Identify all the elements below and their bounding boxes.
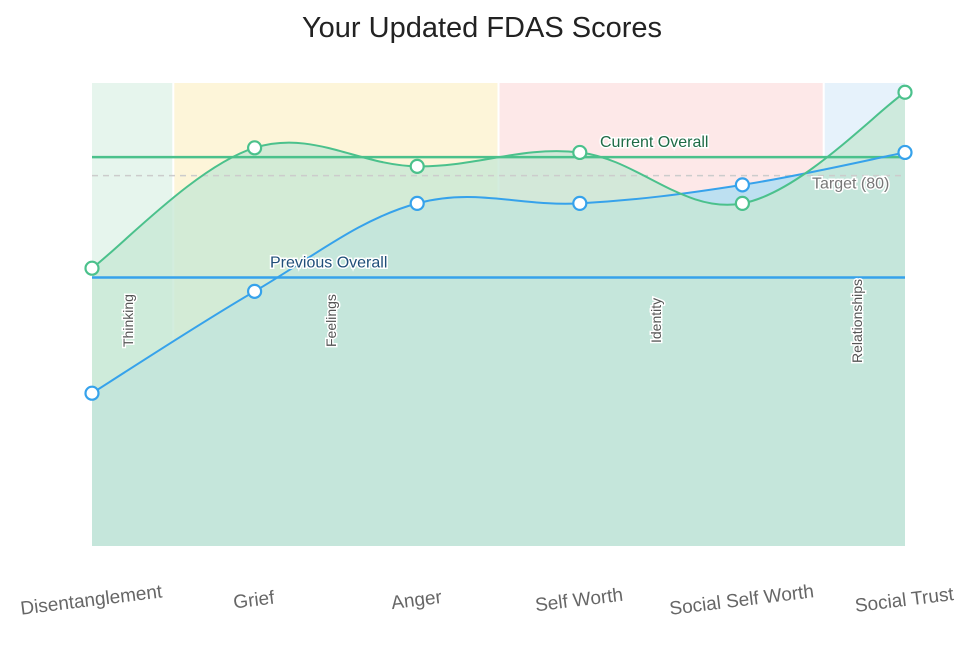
point-previous [572, 195, 588, 211]
point-current [734, 195, 751, 211]
point-current [897, 84, 913, 100]
point-previous [897, 144, 913, 161]
x-tick-label: Social Self Worth [668, 581, 815, 620]
line-current [91, 91, 906, 270]
x-tick-label: Grief [232, 588, 276, 614]
band-label: Relationships [849, 279, 865, 363]
band-label: Feelings [323, 294, 339, 347]
x-tick-label: Anger [390, 587, 444, 614]
reference-label: Target (80) [812, 176, 889, 193]
point-current [572, 144, 588, 161]
reference-label: Previous Overall [270, 254, 387, 271]
band-label: Thinking [120, 294, 136, 347]
point-previous [84, 385, 100, 401]
point-previous [247, 283, 263, 299]
x-tick-label: Self Worth [534, 585, 624, 617]
point-previous [409, 195, 425, 211]
point-current [409, 158, 425, 174]
point-previous [734, 177, 751, 193]
point-current [247, 140, 263, 156]
chart-title: Your Updated FDAS Scores [301, 12, 662, 44]
line-previous [91, 151, 906, 395]
band-label: Identity [648, 298, 664, 343]
x-tick-label: Disentanglement [19, 581, 164, 619]
reference-label: Current Overall [600, 134, 708, 151]
point-current [84, 260, 100, 276]
x-tick-label: Social Trust [854, 584, 956, 617]
area-current [92, 92, 905, 546]
